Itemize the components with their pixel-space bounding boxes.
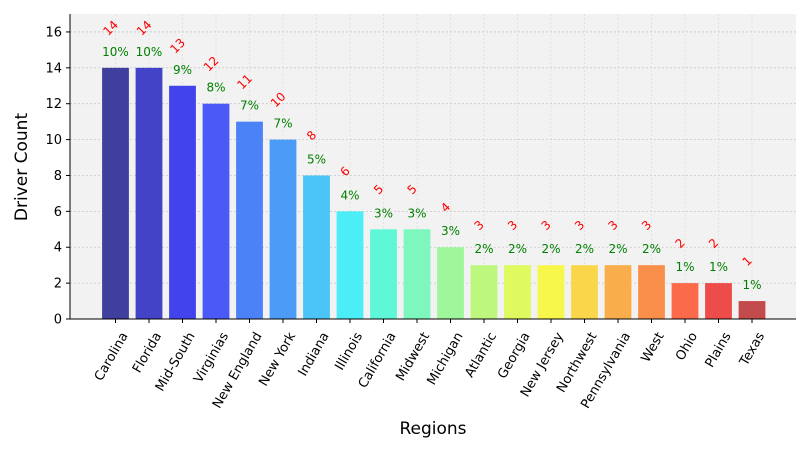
bar [671, 283, 699, 319]
y-tick-label: 8 [54, 169, 62, 184]
y-tick-label: 2 [54, 277, 62, 292]
bar [470, 265, 498, 319]
percent-label: 2% [608, 242, 627, 256]
percent-label: 3% [374, 206, 393, 220]
percent-label: 7% [240, 99, 259, 113]
bar [537, 265, 565, 319]
percent-label: 3% [441, 224, 460, 238]
percent-label: 9% [173, 63, 192, 77]
percent-label: 2% [541, 242, 560, 256]
bar [403, 229, 431, 319]
y-tick-label: 16 [45, 25, 62, 40]
y-tick-label: 12 [45, 97, 62, 112]
bar [236, 121, 263, 319]
bar [169, 85, 196, 319]
axes [69, 14, 796, 320]
percent-label: 5% [307, 152, 326, 166]
y-tick-label: 6 [54, 205, 62, 220]
percent-label: 1% [675, 260, 694, 274]
percent-label: 7% [273, 117, 292, 131]
bars [102, 67, 766, 320]
percent-label: 1% [742, 278, 761, 292]
x-tick-label: Texas [737, 330, 769, 370]
bar [202, 103, 230, 320]
bar [336, 211, 364, 319]
x-tick-label: Florida [130, 330, 165, 376]
bar [437, 247, 464, 319]
bar [370, 229, 397, 319]
percent-label: 1% [709, 260, 728, 274]
bar [102, 67, 129, 319]
x-axis-title: Regions [399, 419, 466, 439]
x-tick-label: Atlantic [462, 330, 500, 380]
x-tick-label: Indiana [296, 330, 333, 379]
y-tick-label: 0 [54, 313, 62, 328]
bar [269, 139, 297, 319]
y-tick-label: 4 [54, 241, 62, 256]
y-tick-label: 14 [45, 61, 62, 76]
bar [504, 265, 531, 319]
y-tick-label: 10 [45, 133, 62, 148]
percent-label: 3% [407, 206, 426, 220]
percent-label: 2% [575, 242, 594, 256]
percent-label: 10% [136, 45, 163, 59]
bar [738, 301, 766, 319]
x-tick-label: Carolina [92, 330, 132, 384]
y-axis-title: Driver Count [12, 113, 32, 222]
x-tick-label: West [639, 330, 668, 365]
percent-label: 2% [474, 242, 493, 256]
bar [135, 67, 163, 319]
percent-label: 4% [340, 188, 359, 202]
x-tick-label: Ohio [673, 330, 701, 364]
percent-label: 8% [206, 81, 225, 95]
x-tick-label: Illinois [332, 330, 366, 373]
x-tick-label: Plains [703, 330, 735, 371]
y-ticks: 0 2 4 6 8 10 12 14 16 [45, 25, 70, 328]
bar [638, 265, 665, 319]
bar [604, 265, 632, 319]
bar [303, 175, 330, 319]
bar [571, 265, 598, 319]
percent-label: 2% [642, 242, 661, 256]
bar [705, 283, 732, 319]
percent-label: 2% [508, 242, 527, 256]
percent-label: 10% [102, 45, 129, 59]
